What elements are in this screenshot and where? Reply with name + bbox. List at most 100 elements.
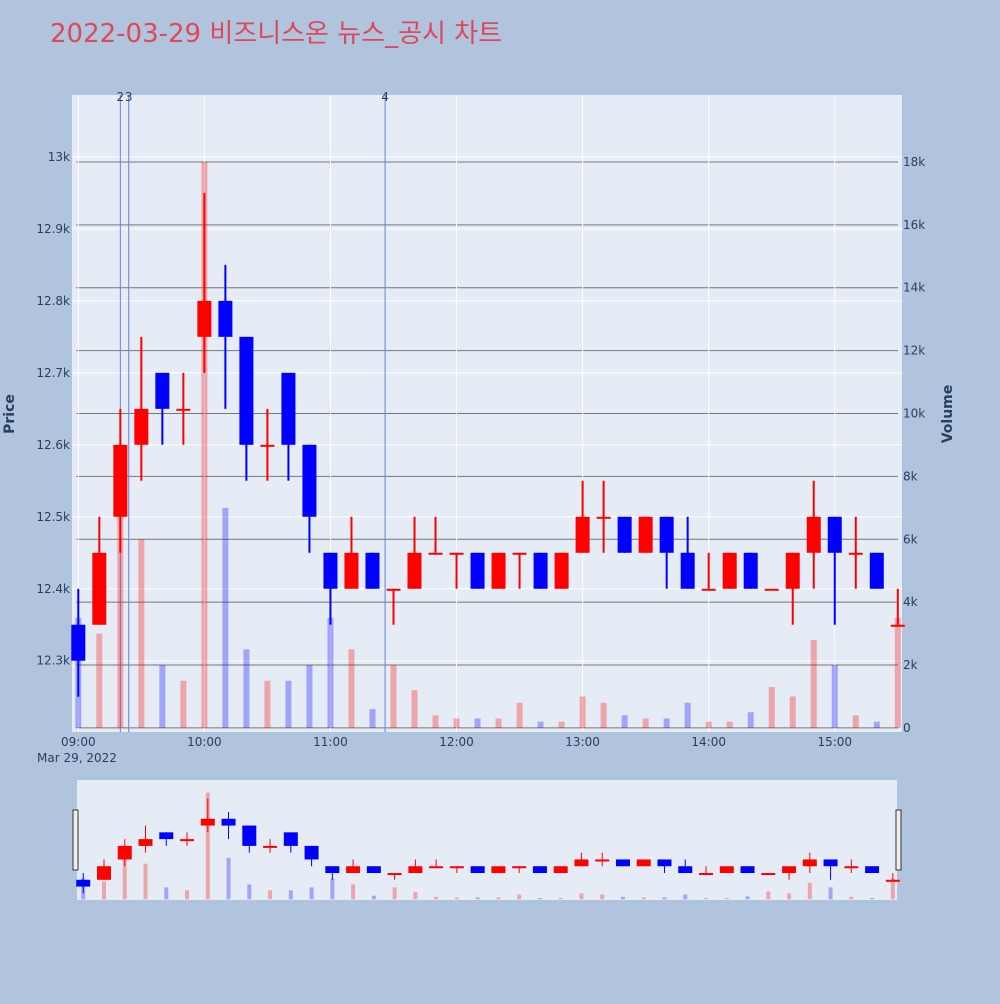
mini-volume-bar [309, 887, 314, 900]
news-label: 4 [381, 90, 389, 104]
candle-body [659, 516, 674, 553]
news-label: 2 [117, 90, 125, 104]
volume-bar [873, 721, 880, 728]
volume-bar [390, 665, 397, 728]
x-tick-label: 14:00 [691, 735, 726, 749]
slider-handle[interactable] [72, 809, 79, 871]
y2-axis-title: Volume [940, 385, 956, 444]
mini-candle-body [553, 866, 568, 874]
volume-bar [285, 680, 292, 728]
y-axis-title: Price [2, 394, 18, 434]
mini-volume-bar [807, 882, 812, 900]
volume-bar [369, 709, 376, 728]
candle-body [218, 300, 233, 337]
candle-body [197, 300, 212, 337]
volume-bar [684, 702, 691, 728]
mini-candle-body [76, 879, 91, 887]
news-label: 3 [125, 90, 133, 104]
x-tick-label: 12:00 [439, 735, 474, 749]
candle-body [134, 408, 149, 445]
mini-volume-bar [724, 898, 729, 900]
x-tick-label: 09:00 [61, 735, 96, 749]
range-slider[interactable] [77, 780, 897, 900]
volume-bar [663, 718, 670, 728]
x-tick-label: 11:00 [313, 735, 348, 749]
mini-volume-bar [434, 896, 439, 900]
volume-bar [432, 715, 439, 728]
volume-bar [264, 680, 271, 728]
mini-candle-body [615, 859, 630, 867]
mini-candle-body [117, 845, 132, 860]
volume-bar [306, 665, 313, 728]
mini-volume-bar [600, 894, 605, 900]
mini-volume-bar [392, 887, 397, 900]
mini-candle-body [449, 866, 464, 869]
candle-body [869, 552, 884, 589]
mini-volume-bar [558, 898, 563, 900]
volume-bar [243, 649, 250, 728]
y2-tick-label: 8k [903, 469, 918, 483]
mini-volume-bar [641, 897, 646, 900]
mini-volume-bar [890, 878, 895, 900]
mini-volume-bar [704, 898, 709, 900]
slider-handle[interactable] [895, 809, 902, 871]
mini-candle-body [595, 859, 610, 862]
candle-body [554, 552, 569, 589]
mini-volume-bar [101, 881, 106, 900]
mini-candle-body [180, 839, 195, 842]
volume-bar [789, 696, 796, 728]
mini-candle-body [865, 866, 880, 874]
volume-bar [348, 649, 355, 728]
volume-bar [621, 715, 628, 728]
mini-candle-body [263, 845, 278, 848]
candle-body [176, 408, 191, 411]
mini-volume-bar [371, 895, 376, 900]
chart-title: 2022-03-29 비즈니스온 뉴스_공시 차트 [50, 19, 502, 49]
candle-body [596, 516, 611, 519]
mini-candle-body [346, 866, 361, 874]
candle-body [617, 516, 632, 553]
mini-volume-bar [143, 863, 148, 900]
x-tick-label: 10:00 [187, 735, 222, 749]
mini-volume-bar [247, 884, 252, 900]
y2-tick-label: 18k [903, 155, 925, 169]
mini-candle-body [657, 859, 672, 867]
volume-bar [495, 718, 502, 728]
mini-volume-bar [288, 890, 293, 900]
volume-bar [96, 633, 103, 728]
candle-body [113, 444, 128, 517]
mini-volume-bar [351, 884, 356, 900]
mini-candle-body [719, 866, 734, 874]
mini-candle-body [802, 859, 817, 867]
mini-candle-body [304, 845, 319, 860]
candle-body [491, 552, 506, 589]
mini-candle-body [761, 873, 776, 876]
mini-candle-body [678, 866, 693, 874]
y2-tick-label: 6k [903, 532, 918, 546]
mini-volume-bar [579, 893, 584, 900]
candle-body [743, 552, 758, 589]
volume-bar [327, 617, 334, 728]
mini-candle-body [491, 866, 506, 874]
mini-candle-body [574, 859, 589, 867]
mini-candle-body [740, 866, 755, 874]
volume-bar [852, 715, 859, 728]
candle-body [302, 444, 317, 517]
mini-volume-bar [454, 897, 459, 900]
mini-candle-body [159, 832, 174, 840]
volume-bar [474, 718, 481, 728]
mini-candle-body [200, 818, 215, 826]
volume-bar [579, 696, 586, 728]
mini-candle-body [823, 859, 838, 867]
y2-tick-label: 0 [903, 721, 911, 735]
mini-candle-body [532, 866, 547, 874]
candle-body [365, 552, 380, 589]
candle-body [848, 552, 863, 555]
y-tick-label: 12.8k [36, 294, 70, 308]
mini-volume-bar [330, 878, 335, 900]
candle-body [638, 516, 653, 553]
volume-bar [642, 718, 649, 728]
candle-body [239, 336, 254, 445]
volume-bar [558, 721, 565, 728]
y-tick-label: 12.4k [36, 582, 70, 596]
